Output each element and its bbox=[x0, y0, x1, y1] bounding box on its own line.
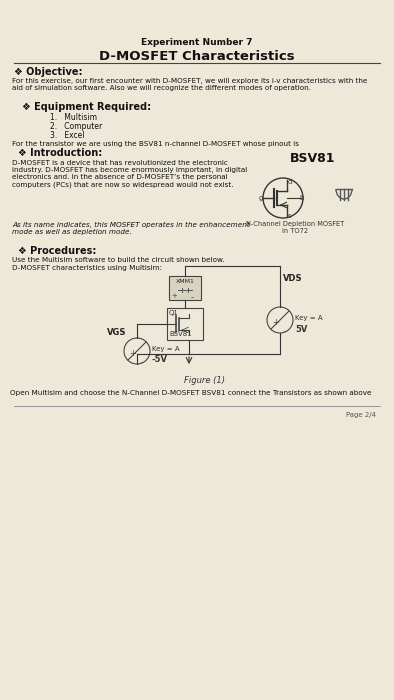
Text: Page 2/4: Page 2/4 bbox=[346, 412, 376, 418]
Text: For the transistor we are using the BSV81 n-channel D-MOSFET whose pinout is: For the transistor we are using the BSV8… bbox=[12, 141, 299, 147]
Text: Experiment Number 7: Experiment Number 7 bbox=[141, 38, 253, 47]
Text: D-MOSFET is a device that has revolutionized the electronic
industry. D-MOSFET h: D-MOSFET is a device that has revolution… bbox=[12, 160, 247, 188]
Text: +: + bbox=[130, 349, 136, 358]
Text: 5V: 5V bbox=[295, 325, 307, 333]
Text: ❖ Introduction:: ❖ Introduction: bbox=[18, 148, 102, 158]
Text: -5V: -5V bbox=[152, 356, 168, 365]
Text: +: + bbox=[171, 293, 177, 299]
Text: VDS: VDS bbox=[283, 274, 303, 283]
Text: Key = A: Key = A bbox=[295, 315, 323, 321]
Text: Use the Multisim software to build the circuit shown below.: Use the Multisim software to build the c… bbox=[12, 257, 225, 263]
Text: b: b bbox=[299, 195, 303, 201]
Text: ❖ Objective:: ❖ Objective: bbox=[14, 67, 82, 77]
Text: d: d bbox=[288, 179, 292, 185]
Text: +: + bbox=[273, 318, 279, 327]
Text: N-Channel Depletion MOSFET
in TO72: N-Channel Depletion MOSFET in TO72 bbox=[246, 221, 344, 234]
Text: -: - bbox=[284, 327, 286, 336]
Text: BSV81: BSV81 bbox=[169, 331, 192, 337]
Text: XMM1: XMM1 bbox=[176, 279, 194, 284]
Text: -: - bbox=[191, 293, 193, 302]
Bar bbox=[169, 276, 201, 300]
Text: As its name indicates, this MOSFET operates in the enhancement
mode as well as d: As its name indicates, this MOSFET opera… bbox=[12, 222, 250, 235]
Text: 1.   Multisim: 1. Multisim bbox=[50, 113, 97, 122]
Text: 3.   Excel: 3. Excel bbox=[50, 131, 84, 140]
Text: D-MOSFET Characteristics: D-MOSFET Characteristics bbox=[99, 50, 295, 63]
Text: ❖ Equipment Required:: ❖ Equipment Required: bbox=[22, 102, 151, 112]
Text: Q1: Q1 bbox=[169, 310, 179, 316]
Text: ❖ Procedures:: ❖ Procedures: bbox=[18, 246, 97, 256]
Text: Key = A: Key = A bbox=[152, 346, 180, 352]
Text: s: s bbox=[288, 213, 292, 219]
Text: g: g bbox=[259, 195, 263, 201]
Text: Figure (1): Figure (1) bbox=[184, 376, 225, 385]
Text: For this exercise, our first encounter with D-MOSFET, we will explore its i-v ch: For this exercise, our first encounter w… bbox=[12, 78, 367, 91]
Text: 2.   Computer: 2. Computer bbox=[50, 122, 102, 131]
Text: D-MOSFET characteristics using Multisim:: D-MOSFET characteristics using Multisim: bbox=[12, 265, 162, 271]
Text: Open Multisim and choose the N-Channel D-MOSFET BSV81 connect the Transistors as: Open Multisim and choose the N-Channel D… bbox=[10, 390, 372, 396]
Bar bbox=[167, 308, 203, 340]
Text: VGS: VGS bbox=[107, 328, 126, 337]
Text: BSV81: BSV81 bbox=[290, 152, 336, 165]
Text: -: - bbox=[141, 358, 143, 367]
